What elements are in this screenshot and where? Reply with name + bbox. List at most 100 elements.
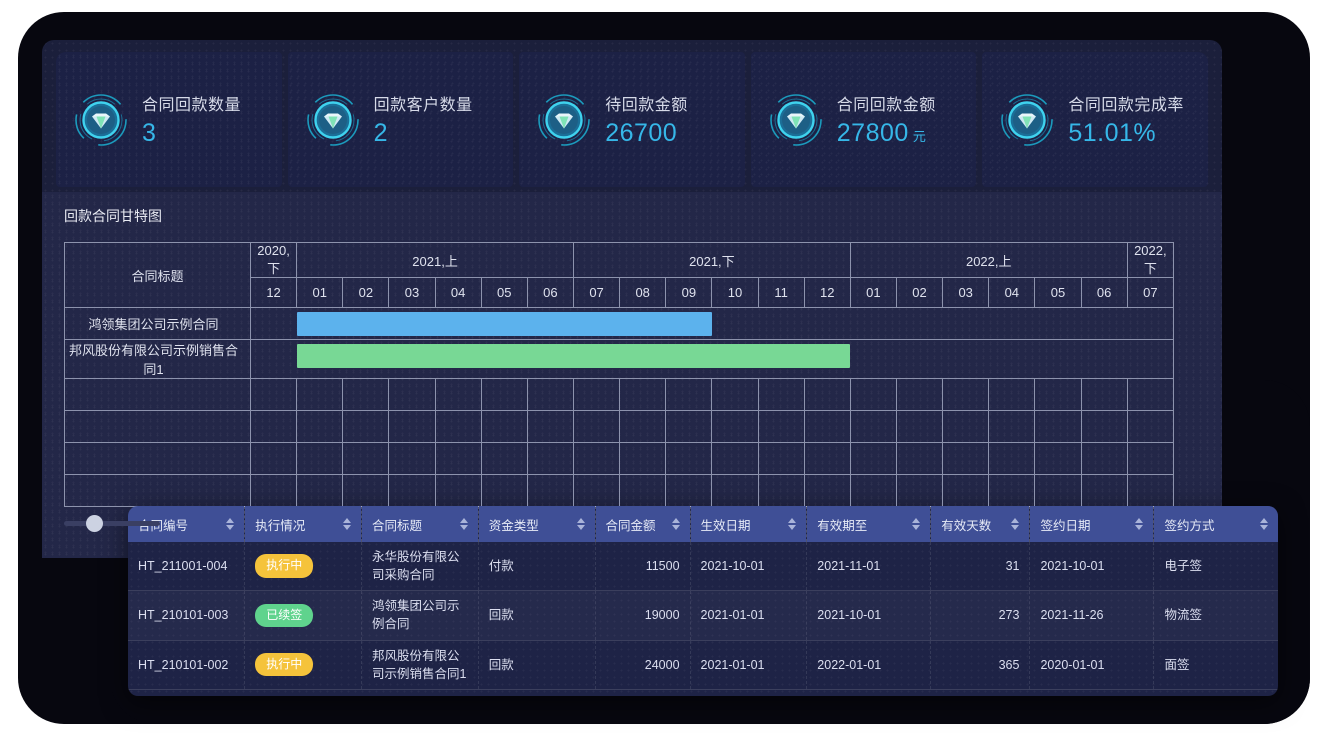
- gantt-month-header: 08: [619, 277, 667, 308]
- gantt-empty-cell: [342, 442, 390, 475]
- contract-table-panel: 合同编号 执行情况 合同标题 资金类型 合同金额 生效日期 有效期至 有效天数 …: [128, 506, 1278, 696]
- cell-expiry-date: 2021-11-01: [806, 542, 932, 592]
- gantt-empty-cell: [942, 410, 990, 443]
- kpi-value: 27800: [836, 119, 909, 147]
- gantt-empty-cell: [572, 442, 621, 475]
- column-header-6[interactable]: 有效期至: [806, 506, 932, 542]
- gantt-empty-cell: [480, 442, 528, 475]
- diamond-gem-icon: [1000, 93, 1054, 147]
- contract-table: 合同编号 执行情况 合同标题 资金类型 合同金额 生效日期 有效期至 有效天数 …: [128, 506, 1278, 690]
- gantt-empty-cell: [942, 378, 990, 411]
- cell-expiry-date: 2021-10-01: [806, 590, 932, 641]
- sort-icon[interactable]: [576, 517, 586, 531]
- cell-sign-method: 电子签: [1153, 542, 1278, 592]
- gantt-bar-track: [250, 307, 1174, 340]
- sort-icon[interactable]: [1260, 517, 1269, 531]
- gantt-empty-cell: [1034, 378, 1082, 411]
- gantt-empty-cell: [942, 474, 990, 507]
- gantt-empty-cell: [988, 378, 1036, 411]
- gantt-period-header: 2021,下: [572, 242, 851, 278]
- column-header-2[interactable]: 合同标题: [361, 506, 479, 542]
- gantt-empty-cell: [480, 474, 528, 507]
- column-header-label: 签约方式: [1164, 518, 1215, 533]
- gantt-empty-cell: [895, 378, 944, 411]
- cell-title: 邦风股份有限公司示例销售合同1: [361, 640, 479, 690]
- sort-icon[interactable]: [1011, 517, 1020, 531]
- cell-sign-date: 2021-11-26: [1029, 590, 1155, 641]
- sort-icon[interactable]: [226, 517, 235, 531]
- sort-icon[interactable]: [788, 517, 797, 531]
- kpi-label: 合同回款数量: [142, 97, 242, 114]
- gantt-bar[interactable]: [297, 344, 851, 368]
- sort-icon[interactable]: [912, 517, 921, 531]
- scrollbar-thumb[interactable]: [86, 515, 104, 532]
- cell-title: 鸿领集团公司示例合同: [361, 590, 479, 641]
- gantt-empty-cell: [526, 410, 574, 443]
- kpi-label: 待回款金额: [605, 97, 688, 114]
- diamond-gem-icon: [769, 93, 823, 147]
- gantt-empty-cell: [434, 442, 482, 475]
- column-header-label: 有效天数: [941, 518, 992, 533]
- gantt-month-header: 12: [803, 277, 851, 308]
- gantt-title: 回款合同甘特图: [64, 208, 162, 224]
- table-row[interactable]: HT_210101-003 已续签 鸿领集团公司示例合同 回款 19000 20…: [128, 590, 1278, 641]
- gantt-empty-cell: [249, 474, 298, 507]
- gantt-row-label: 邦风股份有限公司示例销售合同1: [64, 339, 251, 379]
- gantt-empty-cell: [1080, 410, 1128, 443]
- column-header-8[interactable]: 签约日期: [1029, 506, 1155, 542]
- gantt-bar[interactable]: [297, 312, 712, 336]
- gantt-month-header: 06: [526, 277, 574, 308]
- gantt-row: 鸿领集团公司示例合同: [64, 307, 1174, 340]
- gantt-empty-cell: [849, 378, 897, 411]
- column-header-9[interactable]: 签约方式: [1153, 506, 1278, 542]
- cell-fund-type: 回款: [478, 640, 596, 690]
- cell-fund-type: 付款: [478, 542, 596, 592]
- cell-effective-date: 2021-10-01: [690, 542, 808, 592]
- cell-contract-no: HT_210101-002: [128, 640, 246, 690]
- column-header-5[interactable]: 生效日期: [690, 506, 808, 542]
- gantt-empty-cell: [757, 442, 805, 475]
- kpi-label: 回款客户数量: [373, 97, 473, 114]
- gantt-month-header: 11: [757, 277, 805, 308]
- gantt-empty-cell: [849, 442, 897, 475]
- gantt-empty-cell: [296, 474, 344, 507]
- cell-sign-date: 2021-10-01: [1029, 542, 1155, 592]
- gantt-month-header: 07: [572, 277, 621, 308]
- table-row[interactable]: HT_211001-004 执行中 永华股份有限公司采购合同 付款 11500 …: [128, 542, 1278, 592]
- cell-sign-method: 面签: [1153, 640, 1278, 690]
- scrollbar-track[interactable]: [64, 521, 160, 526]
- gantt-empty-cell: [895, 474, 944, 507]
- gantt-month-header: 01: [849, 277, 897, 308]
- gantt-empty-cell: [434, 410, 482, 443]
- gantt-empty-cell: [249, 442, 298, 475]
- gantt-empty-cell: [480, 410, 528, 443]
- gantt-empty-cell: [480, 378, 528, 411]
- gantt-empty-cell: [619, 378, 667, 411]
- table-row[interactable]: HT_210101-002 执行中 邦风股份有限公司示例销售合同1 回款 240…: [128, 640, 1278, 690]
- status-badge: 已续签: [255, 603, 314, 628]
- gantt-empty-cell: [342, 378, 390, 411]
- gantt-empty-cell: [757, 474, 805, 507]
- gantt-month-header: 07: [1126, 277, 1175, 308]
- gantt-empty-cell: [296, 442, 344, 475]
- gantt-empty-cell: [803, 442, 851, 475]
- sort-icon[interactable]: [459, 517, 469, 531]
- sort-icon[interactable]: [671, 517, 681, 531]
- gantt-table-head: 合同标题 2020,下 2021,上 2021,下 2022,上 2022,下 12 01…: [64, 242, 1175, 308]
- column-header-3[interactable]: 资金类型: [478, 506, 596, 542]
- kpi-text: 回款客户数量 2: [374, 91, 473, 148]
- gantt-empty-cell: [849, 410, 897, 443]
- column-header-7[interactable]: 有效天数: [930, 506, 1031, 542]
- gantt-horizontal-scrollbar[interactable]: [64, 514, 160, 532]
- gantt-period-header: 2022,上: [849, 242, 1128, 278]
- gantt-month-header: 09: [665, 277, 713, 308]
- column-header-label: 资金类型: [488, 518, 539, 533]
- sort-icon[interactable]: [343, 517, 352, 531]
- gantt-empty-cell: [988, 410, 1036, 443]
- column-header-1[interactable]: 执行情况: [244, 506, 362, 542]
- gantt-empty-cell: [942, 442, 990, 475]
- cell-effective-date: 2021-01-01: [690, 640, 808, 690]
- gantt-empty-cell: [711, 410, 759, 443]
- sort-icon[interactable]: [1135, 517, 1144, 531]
- column-header-4[interactable]: 合同金额: [595, 506, 691, 542]
